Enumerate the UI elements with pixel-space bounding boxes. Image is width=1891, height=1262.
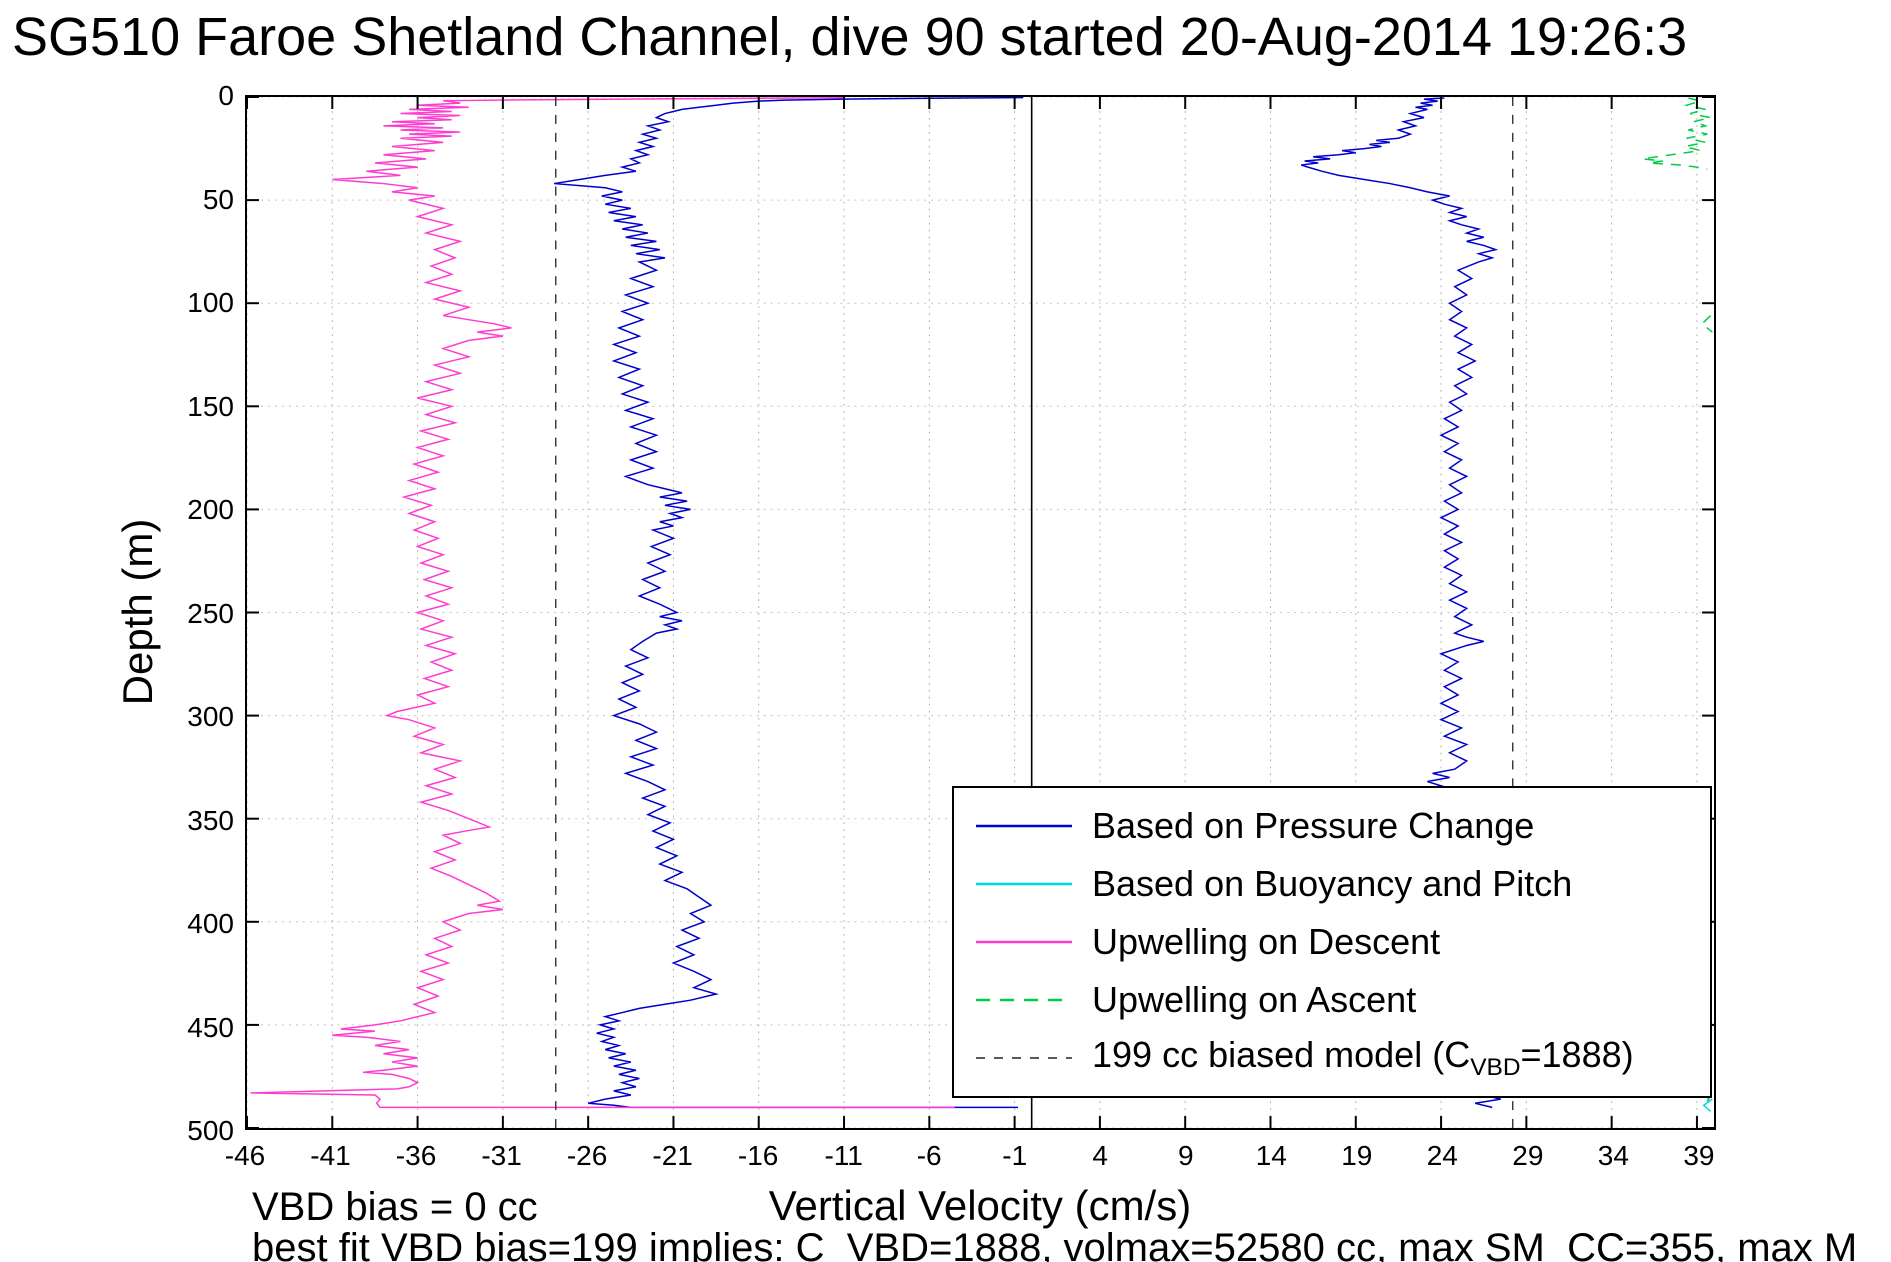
best-fit-note: best fit VBD bias=199 implies: C_VBD=188… [252,1226,1858,1262]
y-tick-label: 450 [187,1011,234,1043]
series-upwelling-on-ascent [1700,315,1713,333]
legend-line-sample [976,940,1072,944]
y-tick-label: 150 [187,390,234,422]
x-tick-label: 9 [1177,1140,1194,1171]
y-tick-label: 0 [218,80,234,111]
x-tick-label: 34 [1597,1140,1629,1171]
x-axis-label: Vertical Velocity (cm/s) [768,1182,1192,1229]
legend-item-based-on-pressure-change: Based on Pressure Change [974,797,1710,855]
x-tick-label: 19 [1341,1140,1373,1171]
legend-item-upwelling-on-ascent: Upwelling on Ascent [974,971,1710,1029]
y-axis-label: Depth (m) [114,518,161,706]
x-tick-label: 39 [1683,1140,1715,1171]
legend-item-label: Based on Pressure Change [1092,805,1535,846]
x-tick-label: -21 [652,1140,693,1171]
legend-line-sample [976,998,1072,1002]
y-tick-label: 350 [187,804,234,836]
x-tick-label: 29 [1512,1140,1544,1171]
legend-item-199-cc-biased-model-c-vbd-1888: 199 cc biased model (CVBD=1888) [974,1029,1710,1087]
x-tick-label: -6 [916,1140,942,1171]
legend-item-upwelling-on-descent: Upwelling on Descent [974,913,1710,971]
x-tick-label: -11 [824,1140,863,1171]
x-tick-label: 24 [1426,1140,1458,1171]
series-based-on-pressure-change [553,97,1024,1109]
x-tick-label: 4 [1092,1140,1108,1171]
legend-item-based-on-buoyancy-and-pitch: Based on Buoyancy and Pitch [974,855,1710,913]
series-based-on-buoyancy-and-pitch [1702,1098,1713,1113]
legend-line-sample [976,1057,1072,1059]
legend-line-sample [976,882,1072,886]
x-tick-label: -26 [566,1140,608,1171]
x-tick-label: -41 [310,1140,351,1171]
x-tick-label: -46 [224,1140,266,1171]
y-tick-label: 50 [202,183,234,215]
y-tick-label: 100 [187,287,234,318]
legend-line-sample [976,824,1072,828]
x-tick-label: -16 [737,1140,779,1171]
legend-item-label: Upwelling on Ascent [1092,979,1417,1020]
legend-item-label: 199 cc biased model (CVBD=1888) [1092,1033,1634,1082]
vbd-bias-note: VBD bias = 0 cc [252,1185,538,1229]
y-tick-label: 500 [187,1115,234,1146]
x-tick-label: -1 [1002,1140,1028,1171]
legend-item-label: Based on Buoyancy and Pitch [1092,863,1573,904]
series-upwelling-on-ascent [1642,97,1711,170]
x-tick-label: 14 [1255,1140,1287,1171]
legend: Based on Pressure Change Based on Buoyanc… [952,786,1712,1098]
y-tick-label: 400 [187,908,234,939]
series-upwelling-on-descent [250,97,955,1109]
y-tick-label: 300 [187,701,234,732]
legend-item-label: Upwelling on Descent [1092,921,1441,962]
x-tick-label: -36 [395,1140,437,1171]
chart-title: SG510 Faroe Shetland Channel, dive 90 st… [12,7,1688,67]
x-tick-label: -31 [481,1140,522,1171]
